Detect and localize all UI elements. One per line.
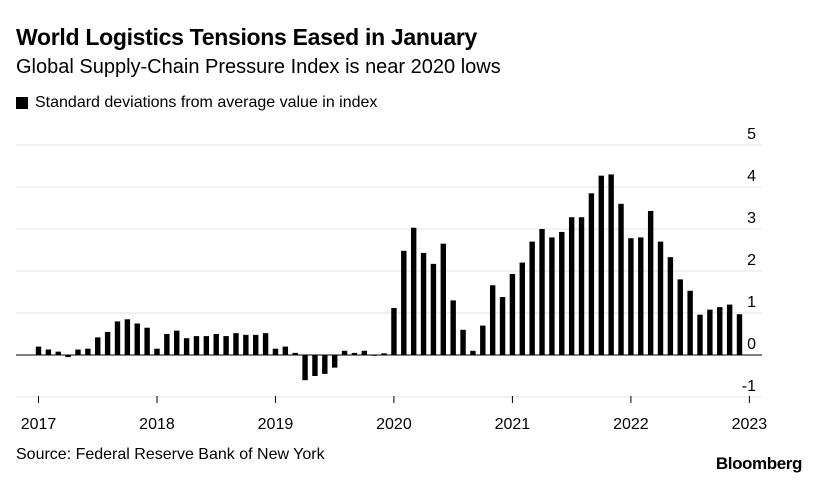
- bar: [65, 355, 71, 358]
- bar: [55, 351, 61, 355]
- bar: [677, 279, 683, 355]
- bar: [322, 355, 328, 374]
- bar: [85, 348, 91, 355]
- bar: [174, 330, 180, 355]
- x-tick-label: 2019: [258, 416, 294, 433]
- bar: [302, 355, 308, 381]
- bar: [124, 319, 131, 355]
- bar: [578, 217, 585, 355]
- bar: [341, 350, 348, 355]
- bar: [361, 350, 368, 355]
- y-tick-label: 3: [747, 210, 756, 227]
- bar: [183, 338, 190, 355]
- y-tick-label: 1: [747, 294, 756, 311]
- bar: [539, 229, 545, 355]
- y-tick-label: 2: [747, 252, 756, 269]
- bar: [588, 193, 595, 355]
- bar: [529, 241, 535, 355]
- legend-label: Standard deviations from average value i…: [35, 94, 378, 111]
- bar: [203, 336, 210, 355]
- bar: [391, 307, 397, 355]
- x-tick-label: 2021: [495, 416, 531, 433]
- bar: [647, 210, 654, 355]
- bar: [45, 349, 52, 355]
- bar: [707, 309, 713, 355]
- bar: [559, 231, 565, 355]
- bar: [736, 314, 743, 355]
- y-tick-label: 0: [747, 336, 756, 353]
- bar: [75, 349, 81, 355]
- chart-subtitle: Global Supply-Chain Pressure Index is ne…: [16, 56, 501, 78]
- bar: [312, 355, 318, 376]
- bar: [440, 243, 447, 355]
- bar: [460, 329, 466, 355]
- x-tick-label: 2020: [376, 416, 412, 433]
- bar: [638, 237, 644, 355]
- bar: [480, 325, 486, 355]
- bar: [549, 237, 555, 355]
- legend-swatch: [16, 97, 28, 109]
- bar: [253, 334, 259, 355]
- bar: [430, 263, 437, 355]
- bar: [489, 285, 496, 355]
- bar: [628, 238, 634, 355]
- bar: [144, 327, 150, 355]
- chart-legend: Standard deviations from average value i…: [16, 94, 377, 112]
- bloomberg-logo: Bloomberg: [715, 454, 803, 473]
- bar: [154, 348, 160, 355]
- bar: [470, 350, 476, 355]
- bar: [687, 290, 693, 355]
- bar: [282, 346, 289, 355]
- bar: [35, 346, 42, 355]
- bar: [608, 174, 614, 355]
- y-tick-label: -1: [742, 378, 756, 395]
- bar: [697, 314, 703, 355]
- bar: [598, 175, 604, 355]
- bar: [499, 297, 506, 355]
- bar: [509, 273, 516, 355]
- bar: [420, 252, 427, 355]
- bar: [164, 334, 170, 355]
- bar: [410, 227, 417, 355]
- bar: [262, 333, 269, 355]
- bar: [667, 257, 674, 355]
- bar: [243, 334, 249, 355]
- bar: [519, 262, 525, 355]
- y-tick-label: 4: [747, 168, 756, 185]
- bar: [233, 333, 239, 355]
- bar: [95, 337, 101, 355]
- bar: [381, 353, 387, 355]
- bar: [351, 352, 358, 355]
- bar: [401, 250, 407, 355]
- x-tick-label: 2018: [139, 416, 175, 433]
- chart-title: World Logistics Tensions Eased in Januar…: [16, 24, 478, 50]
- bar: [223, 336, 229, 355]
- bar: [104, 331, 111, 355]
- x-tick-label: 2022: [613, 416, 649, 433]
- bar: [331, 355, 338, 368]
- bar: [568, 217, 575, 355]
- bar: [717, 307, 723, 355]
- x-tick-label: 2017: [21, 416, 57, 433]
- bar: [213, 334, 219, 355]
- bar: [726, 304, 733, 355]
- bar: [134, 323, 140, 355]
- bar: [272, 348, 279, 355]
- bar: [114, 321, 121, 355]
- bar: [371, 355, 377, 356]
- bar: [292, 352, 298, 355]
- bar: [618, 203, 624, 355]
- bar: [657, 241, 664, 355]
- source-note: Source: Federal Reserve Bank of New York: [16, 446, 325, 463]
- y-tick-label: 5: [747, 126, 756, 143]
- bar: [193, 336, 200, 355]
- bar: [450, 300, 456, 355]
- x-tick-label: 2023: [732, 416, 768, 433]
